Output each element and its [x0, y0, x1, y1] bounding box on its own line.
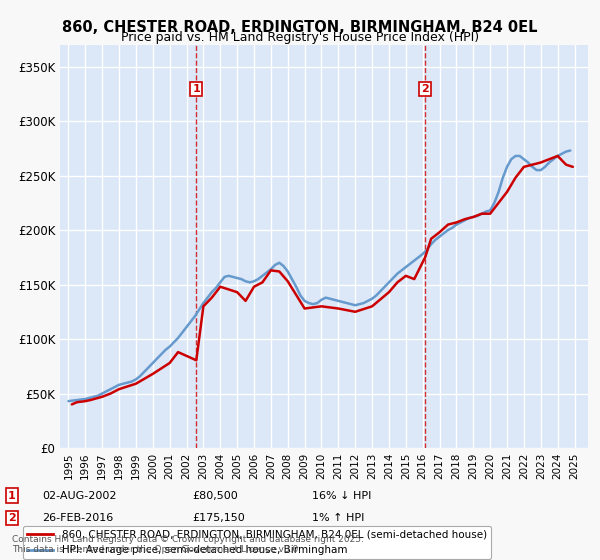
Text: 860, CHESTER ROAD, ERDINGTON, BIRMINGHAM, B24 0EL: 860, CHESTER ROAD, ERDINGTON, BIRMINGHAM…: [62, 20, 538, 35]
Text: 1: 1: [8, 491, 16, 501]
Text: 02-AUG-2002: 02-AUG-2002: [42, 491, 116, 501]
Text: 16% ↓ HPI: 16% ↓ HPI: [312, 491, 371, 501]
Text: 2: 2: [8, 513, 16, 523]
Text: Contains HM Land Registry data © Crown copyright and database right 2025.
This d: Contains HM Land Registry data © Crown c…: [12, 535, 364, 554]
Text: Price paid vs. HM Land Registry's House Price Index (HPI): Price paid vs. HM Land Registry's House …: [121, 31, 479, 44]
Text: 1% ↑ HPI: 1% ↑ HPI: [312, 513, 364, 523]
Legend: 860, CHESTER ROAD, ERDINGTON, BIRMINGHAM, B24 0EL (semi-detached house), HPI: Av: 860, CHESTER ROAD, ERDINGTON, BIRMINGHAM…: [23, 526, 491, 559]
Text: £80,500: £80,500: [192, 491, 238, 501]
Text: 1: 1: [193, 84, 200, 94]
Text: 2: 2: [421, 84, 429, 94]
Text: £175,150: £175,150: [192, 513, 245, 523]
Text: 26-FEB-2016: 26-FEB-2016: [42, 513, 113, 523]
